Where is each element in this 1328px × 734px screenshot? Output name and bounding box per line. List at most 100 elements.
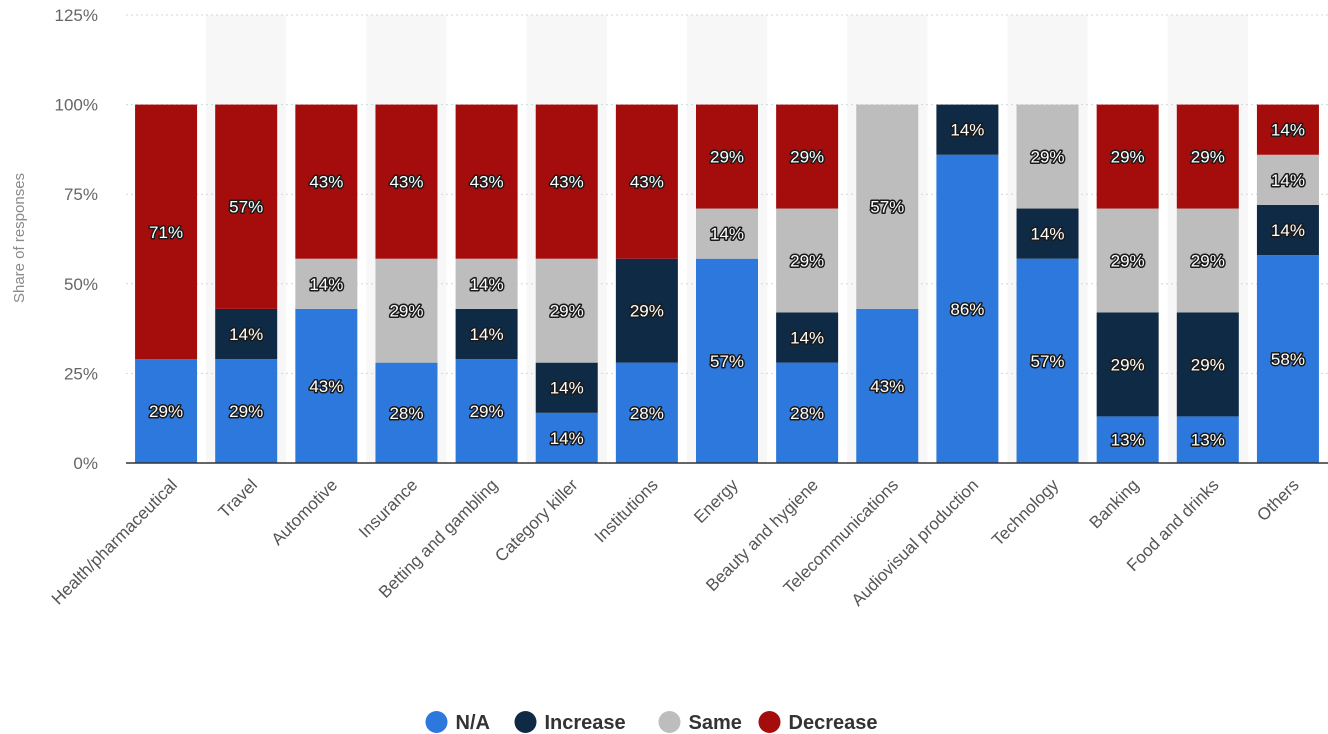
data-label: 43% [470,173,504,192]
bars: 29% 71% 29% 14% 57% 43% 14% 43% 28% 29% 43% 29% 14% 1… [135,104,1319,463]
data-label: 28% [630,404,664,423]
data-label: 14% [550,429,584,448]
legend-marker [425,711,448,733]
data-label: 29% [630,302,664,321]
bar-segment [856,308,919,463]
y-tick-label: 50% [64,275,98,294]
data-label: 29% [470,402,504,421]
bar-segment [1176,416,1239,463]
bar-segment [1096,208,1159,313]
data-label: 57% [1031,352,1065,371]
category-label: Travel [215,475,261,521]
legend-marker [658,711,681,733]
bar-segment [1096,104,1159,209]
data-label: 29% [1111,355,1145,374]
bar-segment [455,258,518,309]
bar-segment [1096,312,1159,417]
data-label: 29% [1191,355,1225,374]
category-label: Energy [690,475,742,527]
y-tick-label: 0% [73,454,98,473]
data-label: 14% [790,329,824,348]
bar-segment [1176,312,1239,417]
category-label: Institutions [591,475,662,546]
legend-item[interactable]: Same [658,711,742,734]
bar-segment [135,104,198,360]
category-label: Technology [988,475,1063,550]
data-label: 14% [1271,171,1305,190]
data-label: 29% [1031,148,1065,167]
bar-segment [615,104,678,259]
legend-item[interactable]: Increase [514,711,626,734]
data-label: 29% [790,148,824,167]
legend: N/A Increase Same Decrease [425,711,878,734]
data-label: 29% [710,148,744,167]
bar-segment [1016,208,1079,259]
bar-segment [1176,208,1239,313]
data-label: 13% [1191,431,1225,450]
legend-label: N/A [456,712,490,734]
bar-segment [295,258,358,309]
data-label: 14% [1271,221,1305,240]
bar-segment [215,104,278,309]
bar-segment [1256,204,1319,256]
data-label: 29% [229,402,263,421]
data-label: 57% [870,198,904,217]
y-tick-label: 100% [55,96,98,115]
data-label: 13% [1111,431,1145,450]
bar-segment [615,258,678,363]
data-label: 43% [630,173,664,192]
bar-segment [215,308,278,360]
data-label: 14% [550,379,584,398]
legend-marker [514,711,537,733]
bar-segment [295,104,358,259]
bar-segment [455,104,518,259]
data-label: 29% [1111,148,1145,167]
data-label: 57% [229,198,263,217]
data-label: 28% [389,404,423,423]
y-axis-ticks: 0% 25% 50% 75% 100% 125% [55,6,98,473]
bar-segment [535,104,598,259]
legend-item[interactable]: N/A [425,711,490,734]
bar-segment [776,104,839,209]
category-label: Banking [1086,475,1143,532]
bar-segment [375,362,438,463]
data-label: 57% [710,352,744,371]
data-label: 14% [470,275,504,294]
data-label: 43% [309,173,343,192]
bar-segment [1016,104,1079,209]
data-label: 71% [149,223,183,242]
category-label: Category killer [491,475,582,566]
category-label: Automotive [268,475,342,549]
data-label: 14% [950,121,984,140]
data-label: 14% [710,225,744,244]
bar-segment [696,258,758,463]
data-label: 58% [1271,350,1305,369]
bar-segment [1256,104,1319,155]
data-label: 29% [790,252,824,271]
data-label: 43% [389,173,423,192]
bar-segment [375,104,438,259]
bar-segment [215,359,278,463]
data-label: 14% [309,275,343,294]
bar-segment [135,359,198,463]
bar-segment [1256,154,1319,205]
bar-segment [615,362,678,463]
legend-item[interactable]: Decrease [758,711,878,734]
data-label: 43% [870,377,904,396]
bar-segment [295,308,358,463]
data-label: 29% [149,402,183,421]
bar-segment [856,104,919,309]
bar-segment [1176,104,1239,209]
bar-segment [1256,255,1319,463]
bar-segment [1096,416,1159,463]
data-label: 28% [790,404,824,423]
data-label: 14% [470,325,504,344]
data-label: 14% [1031,225,1065,244]
category-label: Health/pharmaceutical [48,475,181,608]
bar-segment [936,154,999,463]
legend-label: Increase [545,712,626,734]
data-label: 43% [550,173,584,192]
category-label: Insurance [355,475,421,541]
bar-segment [1016,258,1079,463]
